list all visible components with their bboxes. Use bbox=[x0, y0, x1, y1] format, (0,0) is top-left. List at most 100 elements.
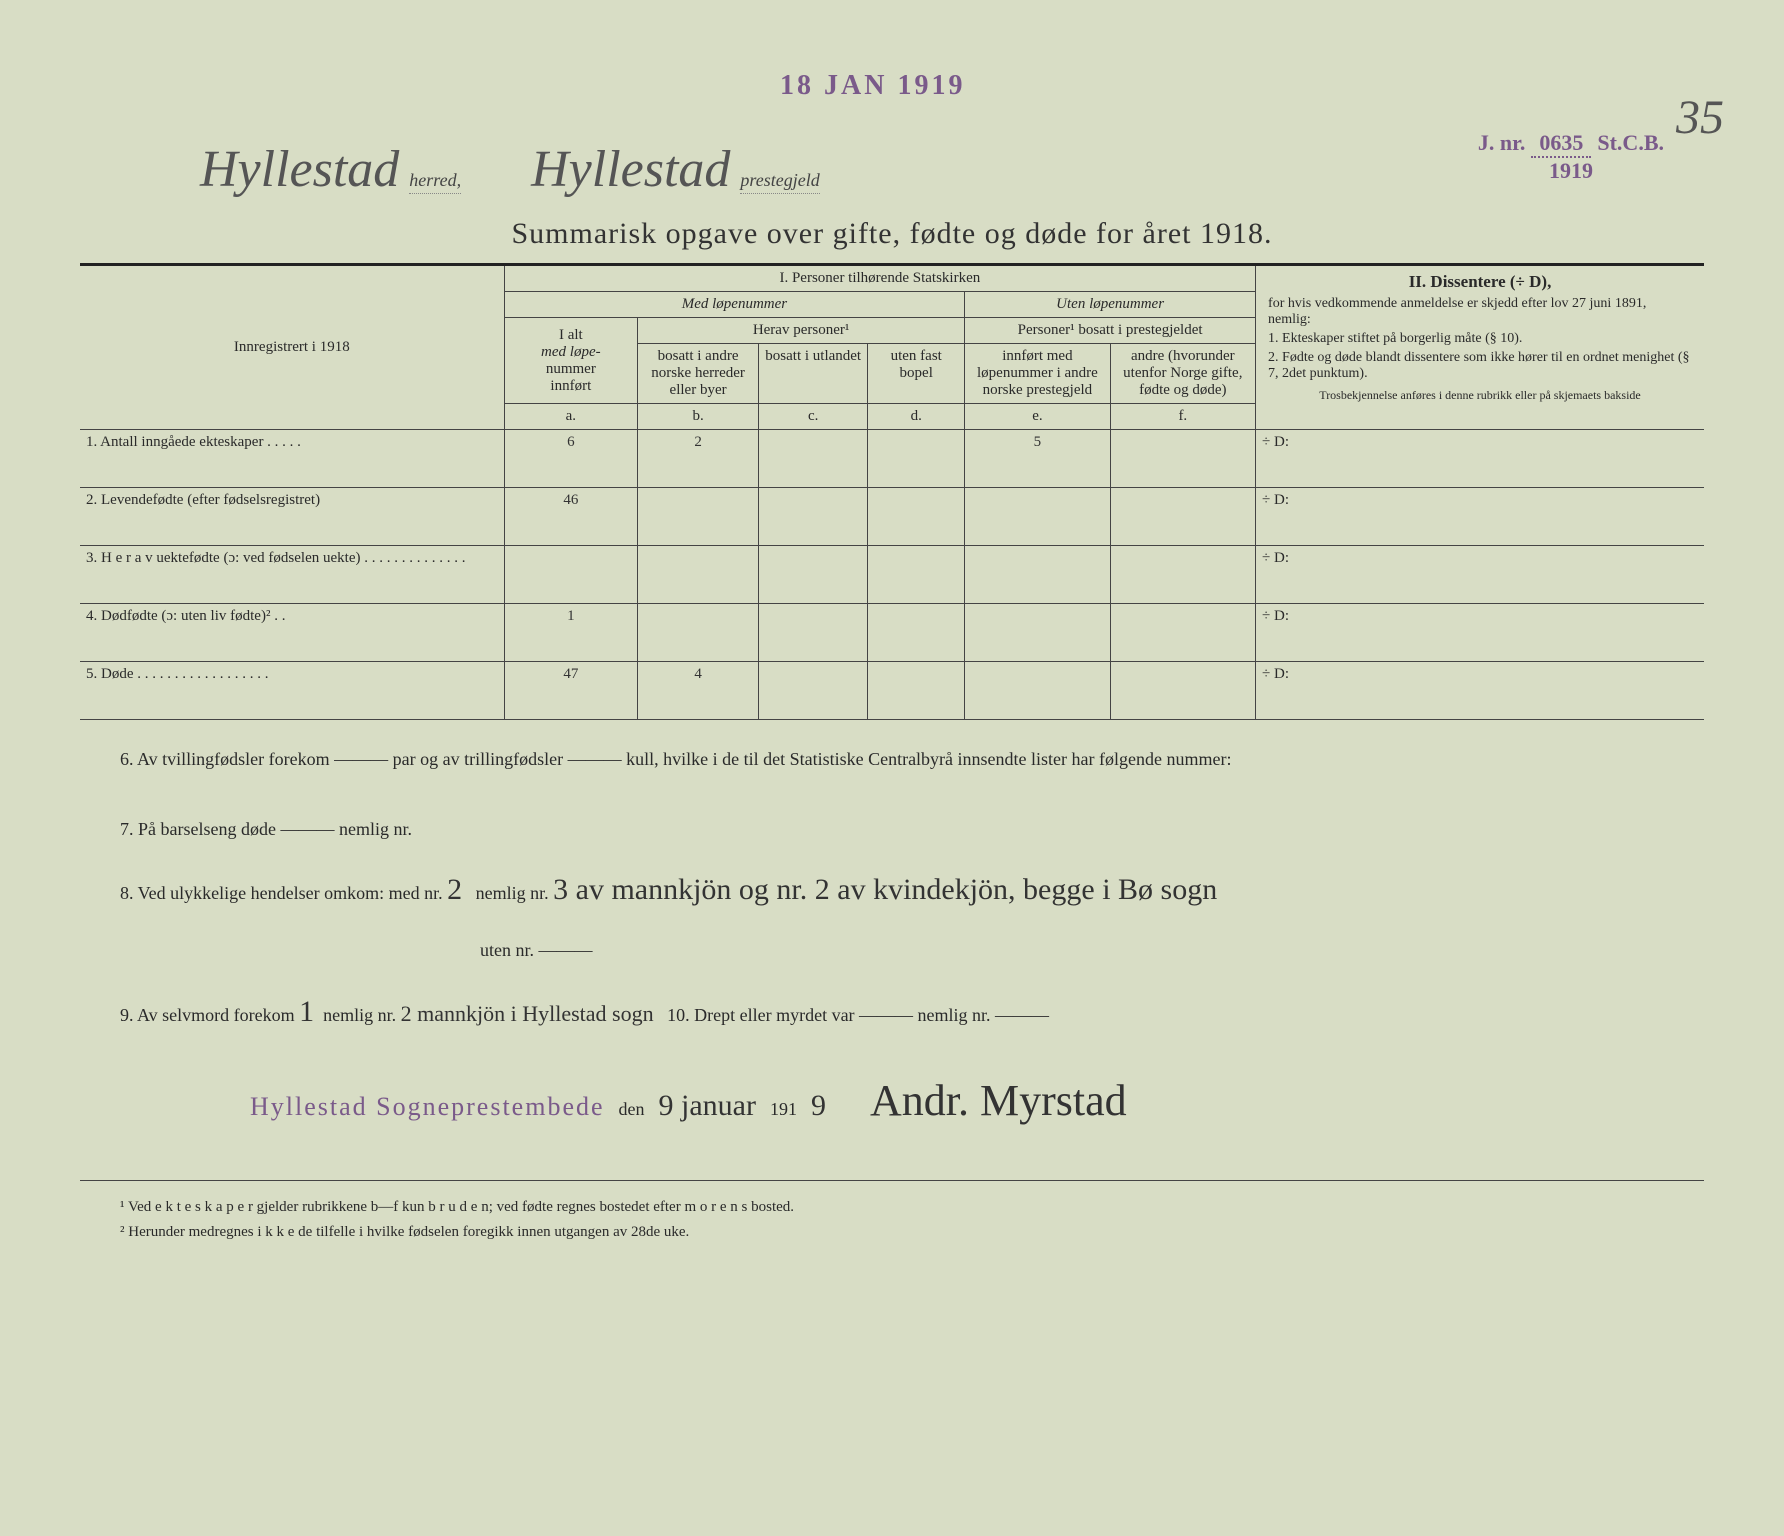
cell-f bbox=[1110, 546, 1255, 604]
letter-e: e. bbox=[965, 404, 1110, 430]
table-row: 1. Antall inngåede ekteskaper . . . . .6… bbox=[80, 430, 1704, 488]
cell-e: 5 bbox=[965, 430, 1110, 488]
cell-d bbox=[868, 662, 965, 720]
cell-a: 6 bbox=[504, 430, 637, 488]
section1-head: I. Personer tilhørende Statskirken bbox=[504, 265, 1255, 292]
row-label: 1. Antall inngåede ekteskaper . . . . . bbox=[80, 430, 504, 488]
section2-item1: 1. Ekteskaper stiftet på borgerlig måte … bbox=[1268, 331, 1692, 347]
cell-c bbox=[759, 430, 868, 488]
footnote-1: ¹ Ved e k t e s k a p e r gjelder rubrik… bbox=[120, 1195, 1704, 1221]
section2-title: II. Dissentere (÷ D), bbox=[1268, 272, 1692, 292]
cell-e bbox=[965, 604, 1110, 662]
cell-b bbox=[637, 604, 758, 662]
cell-e bbox=[965, 662, 1110, 720]
note-6: 6. Av tvillingfødsler forekom ——— par og… bbox=[120, 740, 1704, 780]
table-row: 5. Døde . . . . . . . . . . . . . . . . … bbox=[80, 662, 1704, 720]
note-8-mid: nemlig nr. bbox=[476, 883, 549, 903]
table-row: 4. Dødfødte (ɔ: uten liv fødte)² . .1 ÷ D… bbox=[80, 604, 1704, 662]
cell-c bbox=[759, 488, 868, 546]
cell-g: ÷ D: bbox=[1256, 488, 1704, 546]
letter-b: b. bbox=[637, 404, 758, 430]
note-9-after: 10. Drept eller myrdet var ——— nemlig nr… bbox=[667, 1005, 1049, 1025]
footnotes: ¹ Ved e k t e s k a p e r gjelder rubrik… bbox=[80, 1180, 1704, 1246]
row-label: 5. Døde . . . . . . . . . . . . . . . . … bbox=[80, 662, 504, 720]
herav-personer: Herav personer¹ bbox=[637, 318, 964, 344]
row-label: 4. Dødfødte (ɔ: uten liv fødte)² . . bbox=[80, 604, 504, 662]
cell-d bbox=[868, 546, 965, 604]
cell-f bbox=[1110, 488, 1255, 546]
col-e-head: innført med løpenummer i andre norske pr… bbox=[965, 344, 1110, 404]
cell-b: 2 bbox=[637, 430, 758, 488]
cell-c bbox=[759, 546, 868, 604]
table-row: 2. Levendefødte (efter fødselsregistret)… bbox=[80, 488, 1704, 546]
prestegjeld-value: Hyllestad bbox=[531, 140, 730, 199]
page-number: 35 bbox=[1676, 90, 1724, 145]
section2-text1: for hvis vedkommende anmeldelse er skjed… bbox=[1268, 296, 1692, 328]
note-8-pre: 8. Ved ulykkelige hendelser omkom: med n… bbox=[120, 883, 443, 903]
cell-g: ÷ D: bbox=[1256, 604, 1704, 662]
cell-g: ÷ D: bbox=[1256, 546, 1704, 604]
row-label: 2. Levendefødte (efter fødselsregistret) bbox=[80, 488, 504, 546]
cell-a: 47 bbox=[504, 662, 637, 720]
note-7: 7. På barselseng døde ——— nemlig nr. bbox=[120, 810, 1704, 850]
header-line: Hyllestad herred, Hyllestad prestegjeld bbox=[80, 140, 1704, 199]
note-8-uten: uten nr. ——— bbox=[120, 931, 1704, 971]
col-a-2: med løpe- bbox=[541, 344, 601, 360]
letter-c: c. bbox=[759, 404, 868, 430]
cell-g: ÷ D: bbox=[1256, 430, 1704, 488]
signature: Andr. Myrstad bbox=[870, 1053, 1127, 1150]
row-label: 3. H e r a v uektefødte (ɔ: ved fødselen… bbox=[80, 546, 504, 604]
cell-f bbox=[1110, 662, 1255, 720]
cell-d bbox=[868, 488, 965, 546]
cell-f bbox=[1110, 430, 1255, 488]
col-d-head: uten fast bopel bbox=[868, 344, 965, 404]
letter-f: f. bbox=[1110, 404, 1255, 430]
note-9-hand: 2 mannkjön i Hyllestad sogn bbox=[401, 1001, 654, 1026]
section2-head: II. Dissentere (÷ D), for hvis vedkommen… bbox=[1256, 265, 1704, 430]
col-a-head: I alt med løpe- nummer innført bbox=[504, 318, 637, 404]
year-digit: 9 bbox=[811, 1073, 826, 1139]
cell-b: 4 bbox=[637, 662, 758, 720]
main-table: Innregistrert i 1918 I. Personer tilhøre… bbox=[80, 263, 1704, 720]
note-9-mid: nemlig nr. bbox=[323, 1005, 396, 1025]
cell-e bbox=[965, 546, 1110, 604]
col-innregistrert: Innregistrert i 1918 bbox=[80, 265, 504, 430]
cell-a: 1 bbox=[504, 604, 637, 662]
cell-g: ÷ D: bbox=[1256, 662, 1704, 720]
journal-number-stamp: J. nr. 0635 St.C.B. 1919 bbox=[1478, 130, 1664, 184]
cell-f bbox=[1110, 604, 1255, 662]
cell-a: 46 bbox=[504, 488, 637, 546]
table-row: 3. H e r a v uektefødte (ɔ: ved fødselen… bbox=[80, 546, 1704, 604]
signature-line: Hyllestad Sogneprestembede den 9 januar … bbox=[120, 1053, 1704, 1150]
note-9: 9. Av selvmord forekom 1 nemlig nr. 2 ma… bbox=[120, 979, 1704, 1045]
letter-a: a. bbox=[504, 404, 637, 430]
date-stamp: 18 JAN 1919 bbox=[780, 70, 965, 102]
note-8-hand: 3 av mannkjön og nr. 2 av kvindekjön, be… bbox=[553, 873, 1217, 906]
document-title: Summarisk opgave over gifte, fødte og dø… bbox=[80, 217, 1704, 251]
col-b-head: bosatt i andre norske herreder eller bye… bbox=[637, 344, 758, 404]
col-a-4: innført bbox=[550, 378, 591, 394]
cell-c bbox=[759, 662, 868, 720]
cell-d bbox=[868, 604, 965, 662]
cell-a bbox=[504, 546, 637, 604]
personer-bosatt: Personer¹ bosatt i prestegjeldet bbox=[965, 318, 1256, 344]
year-prefix: 191 bbox=[770, 1090, 797, 1130]
note-9-count: 1 bbox=[299, 995, 314, 1028]
note-9-pre: 9. Av selvmord forekom bbox=[120, 1005, 295, 1025]
notes-section: 6. Av tvillingfødsler forekom ——— par og… bbox=[80, 740, 1704, 1150]
uten-lopenummer: Uten løpenummer bbox=[965, 292, 1256, 318]
cell-c bbox=[759, 604, 868, 662]
cell-b bbox=[637, 546, 758, 604]
cell-b bbox=[637, 488, 758, 546]
jnr-label: J. nr. bbox=[1478, 130, 1525, 156]
col-a-1: I alt bbox=[559, 327, 583, 343]
letter-d: d. bbox=[868, 404, 965, 430]
note-8-mednr: 2 bbox=[447, 873, 462, 906]
jnr-number: 0635 bbox=[1531, 130, 1591, 158]
office-stamp: Hyllestad Sogneprestembede bbox=[250, 1078, 605, 1135]
section2-item2: 2. Fødte og døde blandt dissentere som i… bbox=[1268, 350, 1692, 382]
col-c-head: bosatt i utlandet bbox=[759, 344, 868, 404]
note-8: 8. Ved ulykkelige hendelser omkom: med n… bbox=[120, 857, 1704, 923]
sig-date: 9 januar bbox=[659, 1073, 756, 1139]
col-a-3: nummer bbox=[546, 361, 596, 377]
